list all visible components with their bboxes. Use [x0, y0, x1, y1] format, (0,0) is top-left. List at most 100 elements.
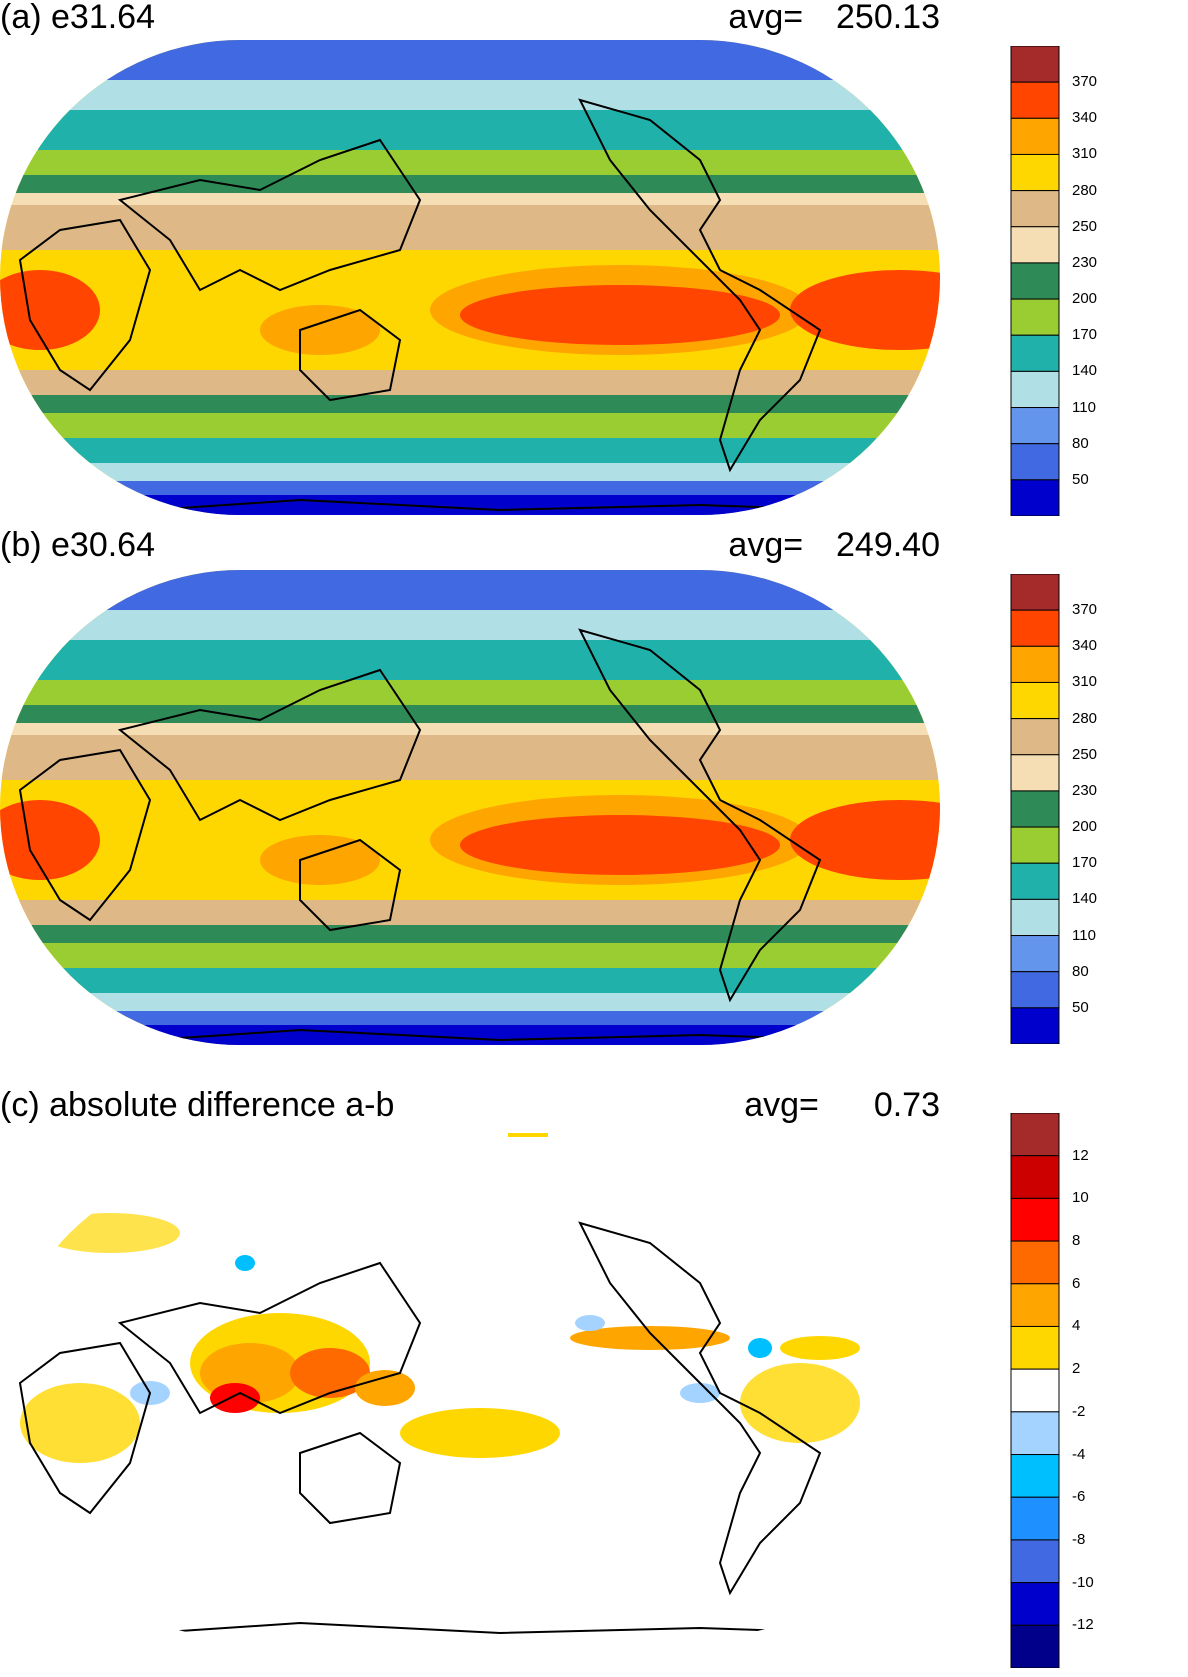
colorbar-swatch	[1010, 790, 1060, 828]
panel-c-coastlines	[18, 1221, 851, 1635]
colorbar-swatch	[1010, 574, 1060, 611]
panel-c-colorbar-labels: 12 10 8 6 4 2 -2 -4 -6 -8 -10 -12	[1072, 1113, 1172, 1668]
colorbar-swatch	[1010, 645, 1060, 683]
panel-b-colorbar	[1010, 574, 1060, 1044]
colorbar-swatch	[1010, 1624, 1060, 1668]
colorbar-label: 170	[1072, 326, 1098, 344]
panel-b-avg: avg= 249.40	[0, 528, 940, 562]
colorbar-label: -4	[1072, 1445, 1086, 1463]
panel-c-avg-value: 0.73	[873, 1086, 940, 1124]
colorbar-label: 6	[1072, 1274, 1081, 1292]
colorbar-swatch	[1010, 479, 1060, 516]
panel-a-colorbar-labels: 370 340 310 280 250 230 200 170 140 110 80 50	[1072, 46, 1172, 516]
colorbar-swatch	[1010, 81, 1060, 119]
colorbar-swatch	[1010, 1007, 1060, 1044]
colorbar-label: 12	[1072, 1146, 1089, 1164]
panel-a-coastlines	[18, 98, 851, 512]
colorbar-swatch	[1010, 935, 1060, 973]
panel-b-colorbar-labels: 370 340 310 280 250 230 200 170 140 110 80 50	[1072, 574, 1172, 1044]
colorbar-swatch	[1010, 862, 1060, 900]
panel-a-field	[0, 40, 940, 515]
colorbar-swatch	[1010, 370, 1060, 409]
colorbar-label: -10	[1072, 1573, 1094, 1591]
colorbar-swatch	[1010, 407, 1060, 445]
colorbar-label: 230	[1072, 781, 1098, 799]
colorbar-label: 8	[1072, 1232, 1081, 1250]
colorbar-swatch	[1010, 226, 1060, 264]
colorbar-label: 280	[1072, 181, 1098, 199]
colorbar-swatch	[1010, 262, 1060, 300]
colorbar-label: 170	[1072, 854, 1098, 872]
colorbar-swatch	[1010, 1539, 1060, 1584]
panel-b-title: (b) e30.64	[0, 526, 155, 564]
colorbar-label: -2	[1072, 1402, 1086, 1420]
colorbar-label: -12	[1072, 1616, 1094, 1634]
colorbar-label: 80	[1072, 434, 1089, 452]
colorbar-label: 200	[1072, 290, 1098, 308]
colorbar-swatch	[1010, 153, 1060, 192]
panel-a-avg: avg= 250.13	[0, 0, 940, 34]
colorbar-swatch	[1010, 681, 1060, 720]
colorbar-label: 250	[1072, 745, 1098, 763]
colorbar-swatch	[1010, 718, 1060, 756]
colorbar-swatch	[1010, 609, 1060, 647]
colorbar-swatch	[1010, 1325, 1060, 1370]
colorbar-label: 110	[1072, 398, 1096, 416]
panel-c: (c) absolute difference a-b avg= 0.73	[0, 1058, 1188, 1677]
colorbar-label: 4	[1072, 1317, 1081, 1335]
colorbar-swatch	[1010, 46, 1060, 83]
colorbar-swatch	[1010, 754, 1060, 792]
panel-a-avg-label: avg=	[728, 0, 804, 36]
colorbar-swatch	[1010, 1113, 1060, 1157]
panel-a: (a) e31.64 avg= 250.13	[0, 0, 1188, 530]
panel-a-avg-value: 250.13	[836, 0, 940, 36]
colorbar-swatch	[1010, 1496, 1060, 1541]
colorbar-label: 140	[1072, 890, 1098, 908]
colorbar-swatch	[1010, 1582, 1060, 1626]
colorbar-label: 80	[1072, 962, 1089, 980]
colorbar-swatch	[1010, 1240, 1060, 1285]
panel-a-map	[0, 40, 940, 515]
colorbar-label: -8	[1072, 1530, 1086, 1548]
panel-c-avg: avg= 0.73	[0, 1088, 940, 1122]
panel-b-field	[0, 570, 940, 1045]
colorbar-label: -6	[1072, 1488, 1086, 1506]
colorbar-swatch	[1010, 117, 1060, 155]
colorbar-swatch	[1010, 1283, 1060, 1327]
colorbar-label: 310	[1072, 145, 1098, 163]
panel-b: (b) e30.64 avg= 249.40	[0, 528, 1188, 1058]
panel-a-title: (a) e31.64	[0, 0, 155, 36]
colorbar-label: 250	[1072, 217, 1098, 235]
colorbar-label: 370	[1072, 601, 1098, 619]
panel-c-colorbar	[1010, 1113, 1060, 1668]
colorbar-label: 110	[1072, 926, 1096, 944]
colorbar-label: 200	[1072, 818, 1098, 836]
colorbar-swatch	[1010, 298, 1060, 336]
panel-c-field	[0, 1163, 940, 1638]
panel-c-map	[0, 1133, 940, 1638]
colorbar-swatch	[1010, 826, 1060, 864]
panel-b-map	[0, 570, 940, 1045]
colorbar-swatch	[1010, 1197, 1060, 1242]
colorbar-swatch	[1010, 443, 1060, 481]
colorbar-label: 50	[1072, 470, 1089, 488]
colorbar-label: 50	[1072, 998, 1089, 1016]
panel-c-marker	[508, 1133, 548, 1137]
colorbar-swatch	[1010, 898, 1060, 937]
colorbar-swatch	[1010, 971, 1060, 1009]
colorbar-label: 2	[1072, 1360, 1081, 1378]
colorbar-label: 370	[1072, 73, 1098, 91]
colorbar-swatch	[1010, 1411, 1060, 1456]
colorbar-swatch	[1010, 1368, 1060, 1413]
panel-b-avg-label: avg=	[728, 526, 804, 564]
colorbar-label: 310	[1072, 673, 1098, 691]
panel-b-coastlines	[18, 628, 851, 1042]
colorbar-label: 230	[1072, 253, 1098, 271]
colorbar-swatch	[1010, 1454, 1060, 1498]
panel-b-avg-value: 249.40	[836, 526, 940, 564]
colorbar-label: 280	[1072, 709, 1098, 727]
colorbar-label: 340	[1072, 109, 1098, 127]
colorbar-swatch	[1010, 1155, 1060, 1199]
colorbar-label: 340	[1072, 637, 1098, 655]
colorbar-label: 140	[1072, 362, 1098, 380]
